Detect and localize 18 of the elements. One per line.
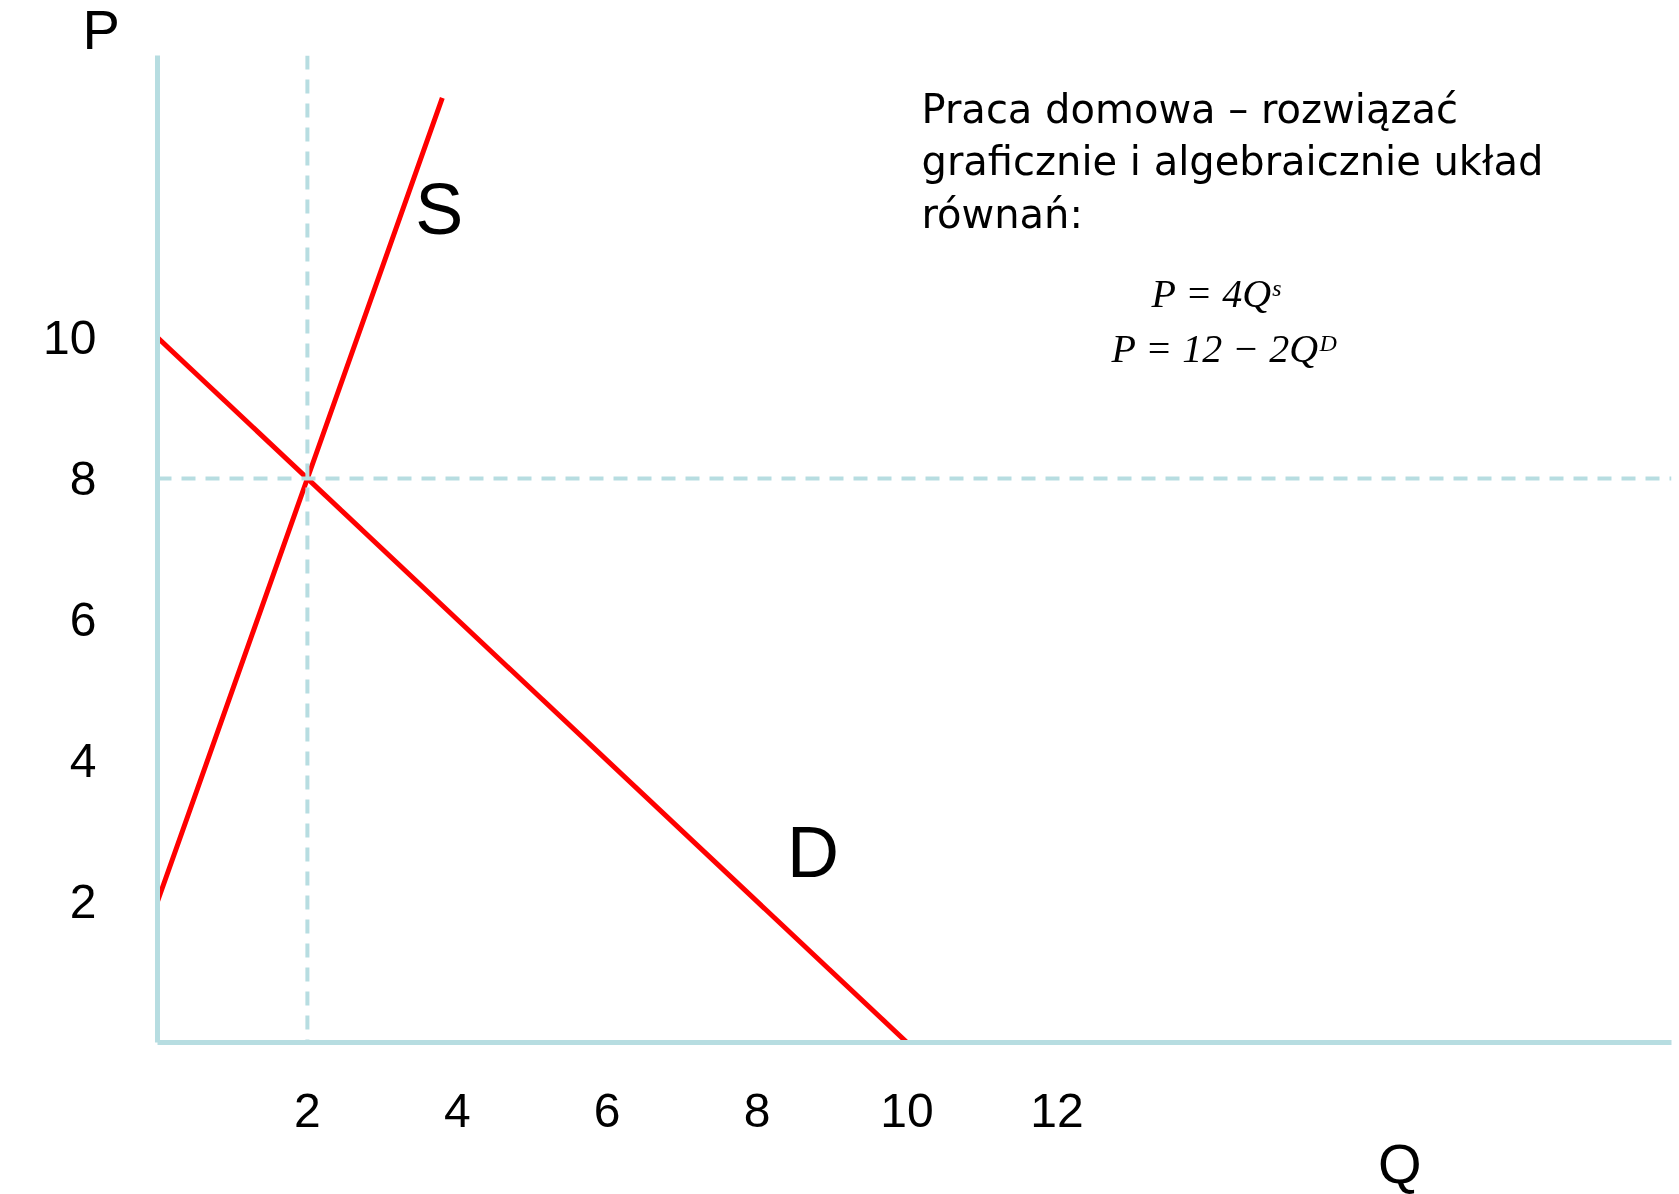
annotation: P = 12 − 2Qᴰ [1110,325,1338,371]
x-tick-label: 6 [593,1083,621,1137]
x-tick-label: 8 [743,1083,771,1137]
y-tick-label: 10 [43,311,97,364]
x-axis-title: Q [1377,1131,1422,1194]
y-tick-label: 4 [69,734,97,787]
x-tick-label: 12 [1030,1083,1084,1137]
y-tick-label: 6 [69,593,97,646]
y-tick-label: 8 [69,452,97,505]
series-label: D [787,811,840,892]
x-tick-label: 4 [443,1083,471,1137]
annotation: Praca domowa – rozwiązać graficznie i algebraicznie układ równań: [921,85,1544,238]
annotation: P = 4Qˢ [1150,270,1282,316]
y-axis-title: P [82,0,120,61]
y-tick-label: 2 [69,875,97,928]
series-label: S [415,168,464,249]
x-tick-label: 2 [294,1083,321,1137]
x-tick-label: 10 [880,1083,934,1137]
